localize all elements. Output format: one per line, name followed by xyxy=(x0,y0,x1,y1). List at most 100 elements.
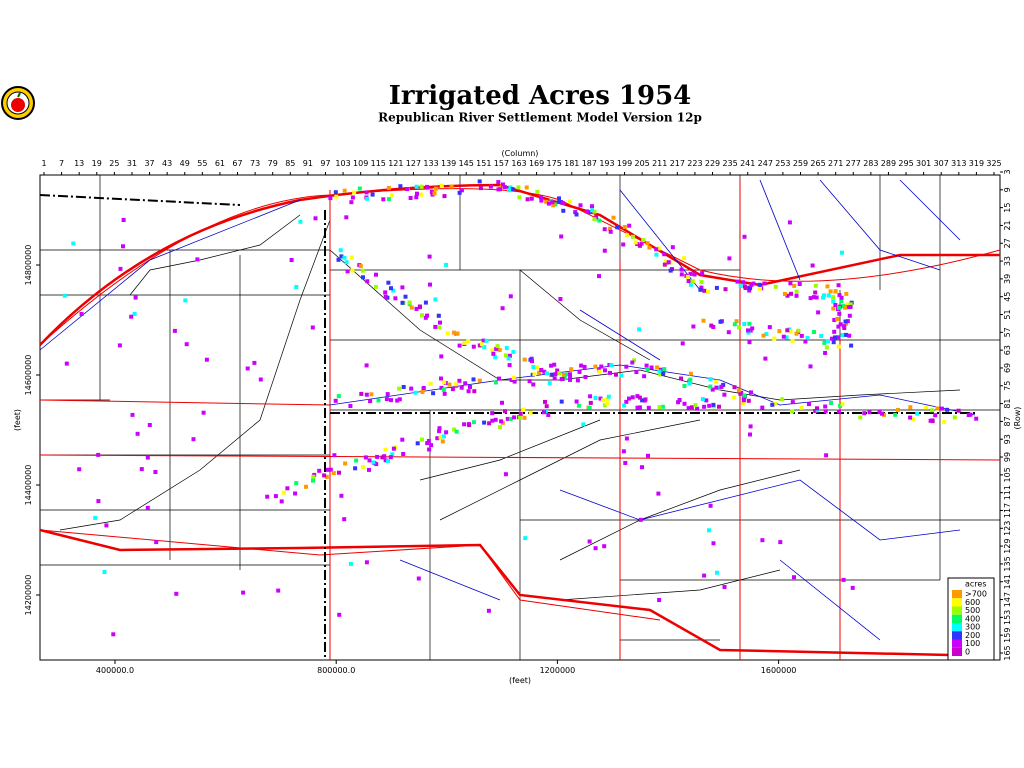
legend-label: 500 xyxy=(965,606,980,615)
cell xyxy=(837,293,842,298)
column-tick-label: 133 xyxy=(423,159,438,168)
cell xyxy=(332,453,337,458)
cell xyxy=(930,419,935,424)
cell xyxy=(746,398,751,403)
cell xyxy=(441,434,446,439)
cell xyxy=(708,377,713,382)
cell xyxy=(702,404,707,409)
cell xyxy=(808,296,813,301)
cell xyxy=(700,271,705,276)
cell xyxy=(635,405,640,410)
cell xyxy=(478,186,483,191)
cell xyxy=(763,356,768,361)
cell xyxy=(654,252,659,257)
cell xyxy=(414,184,419,189)
cell xyxy=(294,285,299,289)
cell xyxy=(831,306,836,311)
cell xyxy=(328,467,333,472)
legend-label: 200 xyxy=(965,631,980,640)
cell xyxy=(294,481,299,486)
column-tick-label: 247 xyxy=(758,159,773,168)
column-tick-label: 73 xyxy=(250,159,260,168)
column-tick-label: 103 xyxy=(335,159,350,168)
cell xyxy=(317,468,322,473)
cell xyxy=(707,528,711,533)
cell xyxy=(574,212,579,217)
cell xyxy=(599,364,604,369)
column-tick-label: 229 xyxy=(705,159,720,168)
cell xyxy=(660,404,665,409)
cell xyxy=(780,397,785,402)
cell xyxy=(361,464,366,469)
cell xyxy=(760,405,765,410)
cell xyxy=(568,377,572,382)
cell xyxy=(935,406,940,411)
cell xyxy=(579,363,584,368)
cell xyxy=(833,303,838,307)
cell xyxy=(588,394,593,399)
column-tick-label: 193 xyxy=(599,159,614,168)
cell xyxy=(757,282,762,287)
cell xyxy=(135,431,140,436)
cell xyxy=(808,364,813,369)
cell xyxy=(121,218,126,222)
cell xyxy=(546,201,551,206)
cell xyxy=(273,494,278,499)
column-tick-label: 91 xyxy=(303,159,313,168)
cell xyxy=(577,369,582,374)
cell xyxy=(565,372,570,377)
left-axis-label: (feet) xyxy=(13,409,22,431)
cell xyxy=(438,435,443,440)
cell xyxy=(493,417,498,422)
x-feet-label: 1600000 xyxy=(761,666,797,675)
cell xyxy=(621,449,626,454)
cell xyxy=(593,364,598,369)
cell xyxy=(839,299,844,304)
cell xyxy=(442,380,447,385)
cell xyxy=(386,185,391,190)
cell xyxy=(500,306,505,311)
cell xyxy=(517,195,522,200)
cell xyxy=(602,227,607,232)
row-tick-label: 63 xyxy=(1003,345,1012,355)
row-tick-label: 93 xyxy=(1003,434,1012,444)
cell xyxy=(583,375,588,379)
cell xyxy=(608,229,613,234)
cell xyxy=(349,200,354,205)
cell xyxy=(637,243,642,248)
y-feet-label: 14800000 xyxy=(24,245,33,286)
cell xyxy=(691,324,696,329)
cell xyxy=(711,402,716,407)
cell xyxy=(376,398,381,403)
cell xyxy=(337,470,341,475)
cell xyxy=(594,215,599,220)
cell xyxy=(640,398,645,403)
cell xyxy=(117,343,122,348)
cell xyxy=(455,331,460,336)
cell xyxy=(433,324,438,329)
cell xyxy=(467,423,472,427)
cell xyxy=(833,335,837,340)
cell xyxy=(497,348,502,352)
cell xyxy=(427,254,432,259)
base-map xyxy=(39,175,1001,660)
row-tick-label: 141 xyxy=(1003,574,1012,589)
cell xyxy=(386,197,391,202)
cell xyxy=(637,395,642,400)
cell xyxy=(449,184,454,189)
column-tick-label: 31 xyxy=(127,159,137,168)
cell xyxy=(688,271,693,276)
cell xyxy=(742,234,747,239)
cell xyxy=(442,194,447,199)
cell xyxy=(437,325,442,330)
cell xyxy=(945,407,950,412)
cell xyxy=(289,258,294,262)
column-tick-label: 49 xyxy=(180,159,190,168)
right-axis-label: (Row) xyxy=(1013,407,1022,430)
cell xyxy=(844,291,849,296)
cell xyxy=(717,404,721,409)
cell xyxy=(602,248,607,253)
cell xyxy=(657,405,662,410)
cell xyxy=(385,392,390,397)
cell xyxy=(510,187,515,192)
